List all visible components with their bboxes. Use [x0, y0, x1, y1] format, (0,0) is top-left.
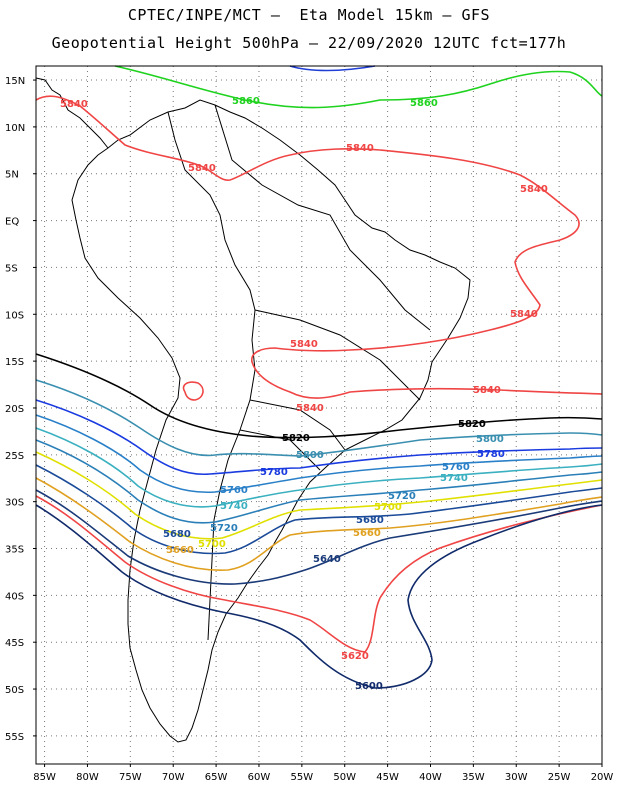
label-5840-h: 5840	[296, 403, 324, 414]
lat-label: 5N	[5, 170, 19, 181]
contour-5760	[35, 414, 603, 494]
southern-border	[254, 309, 421, 401]
lat-label: 30S	[5, 498, 24, 509]
lat-label: EQ	[5, 217, 19, 228]
contour-5860-green	[114, 65, 603, 109]
label-5740-a: 5740	[220, 501, 248, 512]
lon-label: 40W	[419, 772, 442, 783]
label-5720-a: 5720	[210, 523, 238, 534]
andean-border	[167, 111, 256, 641]
label-5600: 5600	[355, 681, 383, 692]
lon-label: 55W	[291, 772, 314, 783]
map-subtitle: Geopotential Height 500hPa – 22/09/2020 …	[51, 34, 567, 52]
label-5760-a: 5760	[220, 485, 248, 496]
label-5660-b: 5660	[353, 528, 381, 539]
map-frame	[35, 65, 603, 765]
contour-5640	[35, 489, 603, 585]
label-5860-a: 5860	[232, 96, 260, 107]
label-5840-d: 5840	[520, 184, 548, 195]
contour-5600	[35, 504, 603, 689]
label-5780-b: 5780	[477, 449, 505, 460]
label-5800-b: 5800	[476, 434, 504, 445]
label-5840-c: 5840	[346, 143, 374, 154]
lat-label: 15S	[5, 357, 24, 368]
label-5680-b: 5680	[356, 515, 384, 526]
contour-labels: 5860 5860 5840 5840 5840 5840 5840 5840 …	[60, 96, 548, 692]
label-5820-b: 5820	[458, 419, 486, 430]
label-5760-b: 5760	[442, 462, 470, 473]
lon-label: 30W	[505, 772, 528, 783]
contour-5860-blue	[289, 65, 376, 72]
lon-label: 85W	[33, 772, 56, 783]
contour-5700	[35, 451, 603, 540]
label-5820-a: 5820	[282, 433, 310, 444]
lat-label: 10N	[5, 123, 25, 134]
lat-label: 35S	[5, 545, 24, 556]
lat-label: 50S	[5, 685, 24, 696]
label-5780-a: 5780	[260, 467, 288, 478]
lat-label: 25S	[5, 451, 24, 462]
label-5620: 5620	[341, 651, 369, 662]
label-5660-a: 5660	[166, 545, 194, 556]
lat-label: 10S	[5, 310, 24, 321]
lat-label: 55S	[5, 732, 24, 743]
lon-label: 20W	[591, 772, 614, 783]
axis-labels: 15N 10N 5N EQ 5S 10S 15S 20S 25S 30S 35S 40S 45S 50S 5…	[5, 76, 613, 783]
lat-label: 15N	[5, 76, 25, 87]
contour-5840-north	[35, 95, 603, 399]
label-5840-e: 5840	[510, 309, 538, 320]
lon-label: 75W	[119, 772, 142, 783]
label-5840-a: 5840	[60, 99, 88, 110]
contour-5620	[35, 495, 603, 653]
lon-label: 65W	[205, 772, 228, 783]
contour-5740	[35, 427, 603, 508]
plata-border	[239, 399, 346, 471]
label-5840-b: 5840	[188, 163, 216, 174]
height-contours	[35, 65, 603, 689]
lon-label: 25W	[548, 772, 571, 783]
lon-label: 45W	[376, 772, 399, 783]
label-5700-b: 5700	[374, 502, 402, 513]
label-5840-f: 5840	[290, 339, 318, 350]
label-5720-b: 5720	[388, 491, 416, 502]
label-5640: 5640	[313, 554, 341, 565]
label-5700-a: 5700	[198, 539, 226, 550]
lat-label: 45S	[5, 638, 24, 649]
lon-label: 35W	[462, 772, 485, 783]
lon-label: 50W	[333, 772, 356, 783]
label-5740-b: 5740	[440, 473, 468, 484]
lat-label: 20S	[5, 404, 24, 415]
lon-label: 60W	[248, 772, 271, 783]
label-5860-b: 5860	[410, 98, 438, 109]
lon-label: 70W	[162, 772, 185, 783]
contour-5680	[35, 464, 603, 555]
contour-5800	[35, 379, 603, 457]
south-america-coast	[71, 99, 471, 743]
label-5800-a: 5800	[296, 450, 324, 461]
coastline	[35, 77, 471, 743]
lat-label: 40S	[5, 591, 24, 602]
contour-5840-small	[182, 381, 204, 401]
contour-5660	[35, 477, 603, 571]
central-america-coast	[35, 77, 109, 149]
label-5680-a: 5680	[163, 529, 191, 540]
label-5840-g: 5840	[473, 385, 501, 396]
lon-label: 80W	[76, 772, 99, 783]
contour-5780	[35, 399, 603, 476]
amazon-border	[214, 104, 431, 331]
contour-5720	[35, 439, 603, 524]
contour-5820	[35, 353, 603, 439]
lat-label: 5S	[5, 263, 18, 274]
map-title: CPTEC/INPE/MCT – Eta Model 15km – GFS	[127, 6, 491, 24]
